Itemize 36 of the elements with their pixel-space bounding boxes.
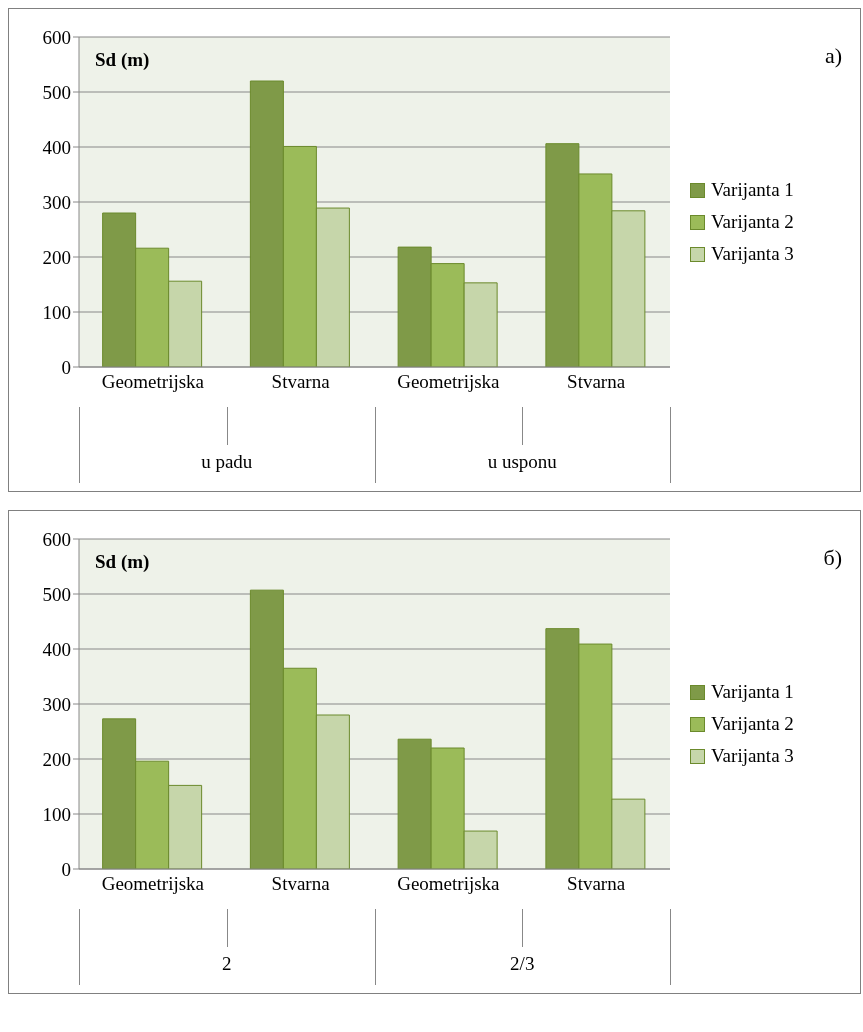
y-tick-label: 500 bbox=[42, 583, 71, 605]
text: u padu bbox=[200, 451, 254, 473]
y-axis-title: Sd (m) bbox=[95, 551, 150, 573]
x-tick-label: Stvarna bbox=[271, 873, 331, 895]
y-tick-label: 100 bbox=[42, 803, 71, 825]
y-tick-label: 0 bbox=[61, 356, 71, 378]
y-tick-label: 300 bbox=[42, 693, 71, 715]
x-tick-label: Geometrijska bbox=[101, 873, 205, 895]
text: a) bbox=[824, 43, 842, 69]
text: б) bbox=[823, 545, 842, 571]
legend-label: Varijanta 1 bbox=[711, 680, 794, 704]
x-tick-label: Geometrijska bbox=[397, 371, 501, 393]
y-tick-label: 400 bbox=[42, 638, 71, 660]
legend-label: Varijanta 3 bbox=[711, 242, 794, 266]
y-axis-title: Sd (m) bbox=[95, 49, 150, 71]
y-tick-label: 0 bbox=[61, 858, 71, 880]
text: u usponu bbox=[486, 451, 558, 473]
legend-label: Varijanta 2 bbox=[711, 210, 794, 234]
y-tick-label: 200 bbox=[42, 748, 71, 770]
legend-label: Varijanta 1 bbox=[711, 178, 794, 202]
x-tick-label: Stvarna bbox=[567, 873, 626, 895]
legend-label: Varijanta 2 bbox=[711, 712, 794, 736]
y-tick-label: 100 bbox=[42, 301, 71, 323]
x-tick-label: Geometrijska bbox=[101, 371, 205, 393]
x-tick-label: Geometrijska bbox=[397, 873, 501, 895]
y-tick-label: 200 bbox=[42, 246, 71, 268]
text: 2 bbox=[221, 953, 233, 975]
y-tick-label: 300 bbox=[42, 191, 71, 213]
x-tick-label: Stvarna bbox=[567, 371, 626, 393]
y-tick-label: 400 bbox=[42, 136, 71, 158]
x-tick-label: Stvarna bbox=[271, 371, 331, 393]
legend-label: Varijanta 3 bbox=[711, 744, 794, 768]
y-tick-label: 500 bbox=[42, 81, 71, 103]
y-tick-label: 600 bbox=[42, 26, 71, 48]
y-tick-label: 600 bbox=[42, 528, 71, 550]
text: 2/3 bbox=[509, 953, 536, 975]
